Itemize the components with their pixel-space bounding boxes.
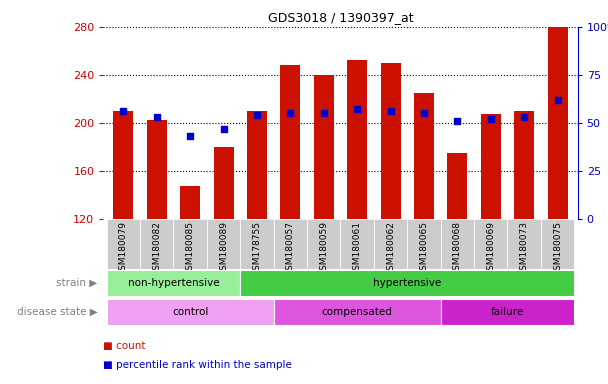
Text: GDS3018 / 1390397_at: GDS3018 / 1390397_at bbox=[268, 12, 413, 25]
Text: GSM180069: GSM180069 bbox=[486, 221, 496, 276]
Bar bbox=[307, 219, 340, 269]
Text: compensated: compensated bbox=[322, 307, 393, 317]
Text: control: control bbox=[172, 307, 209, 317]
Text: strain ▶: strain ▶ bbox=[56, 278, 97, 288]
Point bbox=[385, 108, 395, 114]
Point bbox=[319, 110, 329, 116]
Text: GSM178755: GSM178755 bbox=[252, 221, 261, 276]
Bar bbox=[180, 187, 200, 219]
Bar bbox=[481, 114, 501, 219]
Text: GSM180059: GSM180059 bbox=[319, 221, 328, 276]
Bar bbox=[447, 153, 468, 219]
Text: ■ percentile rank within the sample: ■ percentile rank within the sample bbox=[103, 360, 292, 370]
Bar bbox=[240, 270, 575, 296]
Bar bbox=[314, 75, 334, 219]
Text: GSM180079: GSM180079 bbox=[119, 221, 128, 276]
Bar bbox=[240, 219, 274, 269]
Point bbox=[553, 97, 562, 103]
Text: GSM180073: GSM180073 bbox=[520, 221, 529, 276]
Bar bbox=[274, 299, 441, 325]
Point bbox=[419, 110, 429, 116]
Text: GSM180065: GSM180065 bbox=[420, 221, 429, 276]
Point bbox=[486, 116, 496, 122]
Bar bbox=[213, 147, 233, 219]
Point bbox=[519, 114, 529, 120]
Bar bbox=[548, 27, 568, 219]
Text: GSM180057: GSM180057 bbox=[286, 221, 295, 276]
Bar bbox=[381, 63, 401, 219]
Point bbox=[452, 118, 462, 124]
Point bbox=[352, 106, 362, 113]
Bar bbox=[441, 299, 575, 325]
Bar bbox=[147, 121, 167, 219]
Text: GSM180068: GSM180068 bbox=[453, 221, 462, 276]
Text: ■ count: ■ count bbox=[103, 341, 146, 351]
Text: non-hypertensive: non-hypertensive bbox=[128, 278, 219, 288]
Point bbox=[152, 114, 162, 120]
Text: GSM180089: GSM180089 bbox=[219, 221, 228, 276]
Bar bbox=[140, 219, 173, 269]
Bar bbox=[340, 219, 374, 269]
Bar bbox=[374, 219, 407, 269]
Bar bbox=[347, 60, 367, 219]
Bar bbox=[414, 93, 434, 219]
Bar bbox=[441, 219, 474, 269]
Point bbox=[185, 133, 195, 139]
Text: GSM180082: GSM180082 bbox=[152, 221, 161, 276]
Bar bbox=[106, 299, 274, 325]
Text: GSM180085: GSM180085 bbox=[185, 221, 195, 276]
Bar bbox=[106, 219, 140, 269]
Bar bbox=[207, 219, 240, 269]
Bar bbox=[541, 219, 575, 269]
Bar bbox=[274, 219, 307, 269]
Point bbox=[219, 126, 229, 132]
Bar bbox=[280, 65, 300, 219]
Text: hypertensive: hypertensive bbox=[373, 278, 441, 288]
Bar bbox=[508, 219, 541, 269]
Bar bbox=[247, 111, 267, 219]
Bar bbox=[173, 219, 207, 269]
Bar bbox=[514, 111, 534, 219]
Point bbox=[119, 108, 128, 114]
Text: GSM180075: GSM180075 bbox=[553, 221, 562, 276]
Text: GSM180062: GSM180062 bbox=[386, 221, 395, 276]
Bar bbox=[106, 270, 240, 296]
Text: failure: failure bbox=[491, 307, 524, 317]
Point bbox=[286, 110, 295, 116]
Text: disease state ▶: disease state ▶ bbox=[16, 307, 97, 317]
Bar bbox=[113, 111, 133, 219]
Text: GSM180061: GSM180061 bbox=[353, 221, 362, 276]
Point bbox=[252, 112, 262, 118]
Bar bbox=[407, 219, 441, 269]
Bar bbox=[474, 219, 508, 269]
